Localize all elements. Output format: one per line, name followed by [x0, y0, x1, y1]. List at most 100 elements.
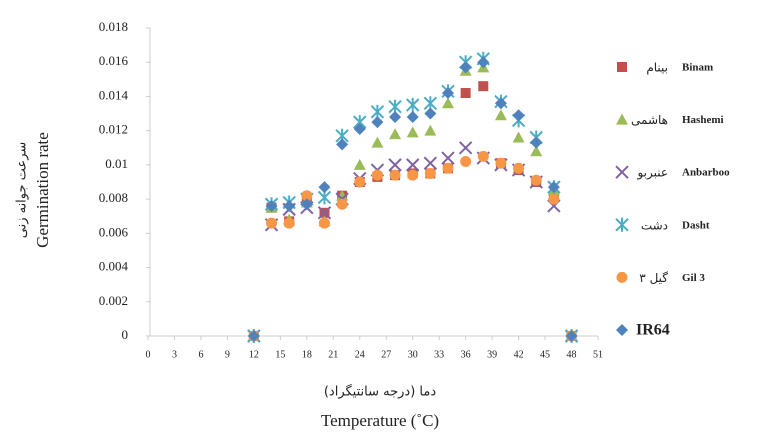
x-tick-label: 39	[487, 349, 497, 360]
data-point	[318, 181, 331, 194]
y-tick-label: 0.004	[99, 259, 129, 274]
legend-marker	[617, 62, 627, 72]
y-tick-label: 0.002	[99, 293, 128, 308]
x-tick-label: 15	[275, 349, 285, 360]
legend-marker	[616, 113, 628, 125]
data-point	[423, 156, 438, 170]
data-point	[389, 110, 402, 123]
x-tick-label: 27	[381, 349, 391, 360]
data-point	[317, 206, 332, 220]
x-tick-label: 18	[302, 349, 312, 360]
x-tick-label: 45	[540, 349, 550, 360]
y-tick-label: 0.014	[99, 87, 129, 102]
data-point	[371, 169, 383, 181]
legend-marker	[616, 324, 628, 336]
legend-label: Dasht	[682, 219, 710, 231]
x-axis-label: Temperature (˚C)	[321, 411, 439, 430]
x-tick-label: 30	[408, 349, 418, 360]
x-tick-label: 42	[514, 349, 524, 360]
legend-marker	[616, 271, 628, 283]
legend-label-fa: بینام	[646, 61, 668, 75]
legend-label-fa: عنبربو	[636, 166, 668, 181]
legend-label: Anbarboo	[682, 167, 730, 179]
data-point	[301, 190, 313, 202]
legend-label: Binam	[682, 62, 713, 74]
y-tick-label: 0.006	[99, 224, 129, 239]
data-point	[265, 199, 278, 212]
x-axis-label-fa: دما (درجه سانتیگراد)	[324, 384, 436, 400]
data-point	[405, 158, 420, 172]
data-point	[494, 109, 507, 121]
data-point	[407, 169, 419, 181]
data-point	[353, 158, 366, 170]
legend-label: Gil 3	[682, 272, 705, 284]
data-point	[283, 199, 296, 212]
data-point	[247, 330, 260, 342]
legend-label-fa: دشت	[641, 218, 668, 232]
data-point	[424, 167, 436, 179]
data-point	[406, 126, 419, 138]
data-point	[441, 151, 455, 165]
data-point	[460, 155, 472, 167]
data-point	[495, 157, 507, 169]
y-tick-label: 0.018	[99, 19, 128, 34]
data-point	[530, 136, 543, 149]
data-point	[513, 162, 525, 174]
x-tick-label: 6	[198, 349, 203, 360]
data-point	[478, 81, 489, 92]
x-tick-label: 48	[567, 349, 577, 360]
data-point	[424, 124, 437, 136]
data-point	[530, 145, 543, 157]
data-point	[283, 217, 295, 229]
x-tick-label: 21	[328, 349, 338, 360]
data-point	[371, 116, 384, 129]
legend-label: Hashemi	[682, 114, 724, 126]
y-tick-label: 0.012	[99, 122, 128, 137]
data-point	[336, 189, 349, 201]
data-point	[318, 217, 330, 229]
legend-marker	[615, 217, 629, 232]
y-axis-label: Germination rate	[33, 132, 52, 248]
data-point	[388, 158, 402, 172]
data-point	[300, 198, 313, 211]
x-tick-label: 51	[593, 349, 603, 360]
data-point	[477, 150, 489, 162]
data-point	[336, 138, 349, 151]
data-point	[389, 128, 402, 140]
data-point	[442, 97, 454, 109]
data-point	[512, 109, 525, 122]
y-tick-label: 0	[122, 327, 129, 342]
legend-label-fa: هاشمی	[631, 113, 668, 127]
data-point	[406, 110, 419, 123]
data-point	[336, 198, 348, 210]
y-axis-label-fa: سرعت جوانه زنی	[15, 142, 30, 239]
data-point	[442, 87, 454, 100]
data-point	[494, 97, 507, 110]
x-tick-label: 12	[249, 349, 259, 360]
data-point	[459, 61, 472, 74]
legend-label: IR64	[636, 322, 670, 339]
data-point	[405, 98, 420, 112]
data-point	[389, 169, 401, 181]
data-point	[477, 56, 490, 69]
data-point	[565, 330, 578, 342]
x-tick-label: 24	[355, 349, 365, 360]
data-point	[548, 193, 560, 205]
y-tick-label: 0.008	[99, 190, 128, 205]
data-point	[354, 176, 366, 188]
data-point	[353, 122, 366, 135]
x-tick-label: 0	[146, 349, 151, 360]
y-tick-label: 0.016	[99, 53, 129, 68]
data-point	[458, 141, 473, 155]
data-point	[460, 88, 471, 99]
legend-label-fa: گیل ۳	[639, 271, 668, 285]
data-point	[371, 136, 384, 148]
x-tick-label: 9	[225, 349, 230, 360]
data-point	[512, 131, 525, 143]
data-point	[266, 217, 278, 229]
x-tick-label: 33	[434, 349, 444, 360]
data-point	[547, 181, 560, 194]
x-tick-label: 3	[172, 349, 177, 360]
